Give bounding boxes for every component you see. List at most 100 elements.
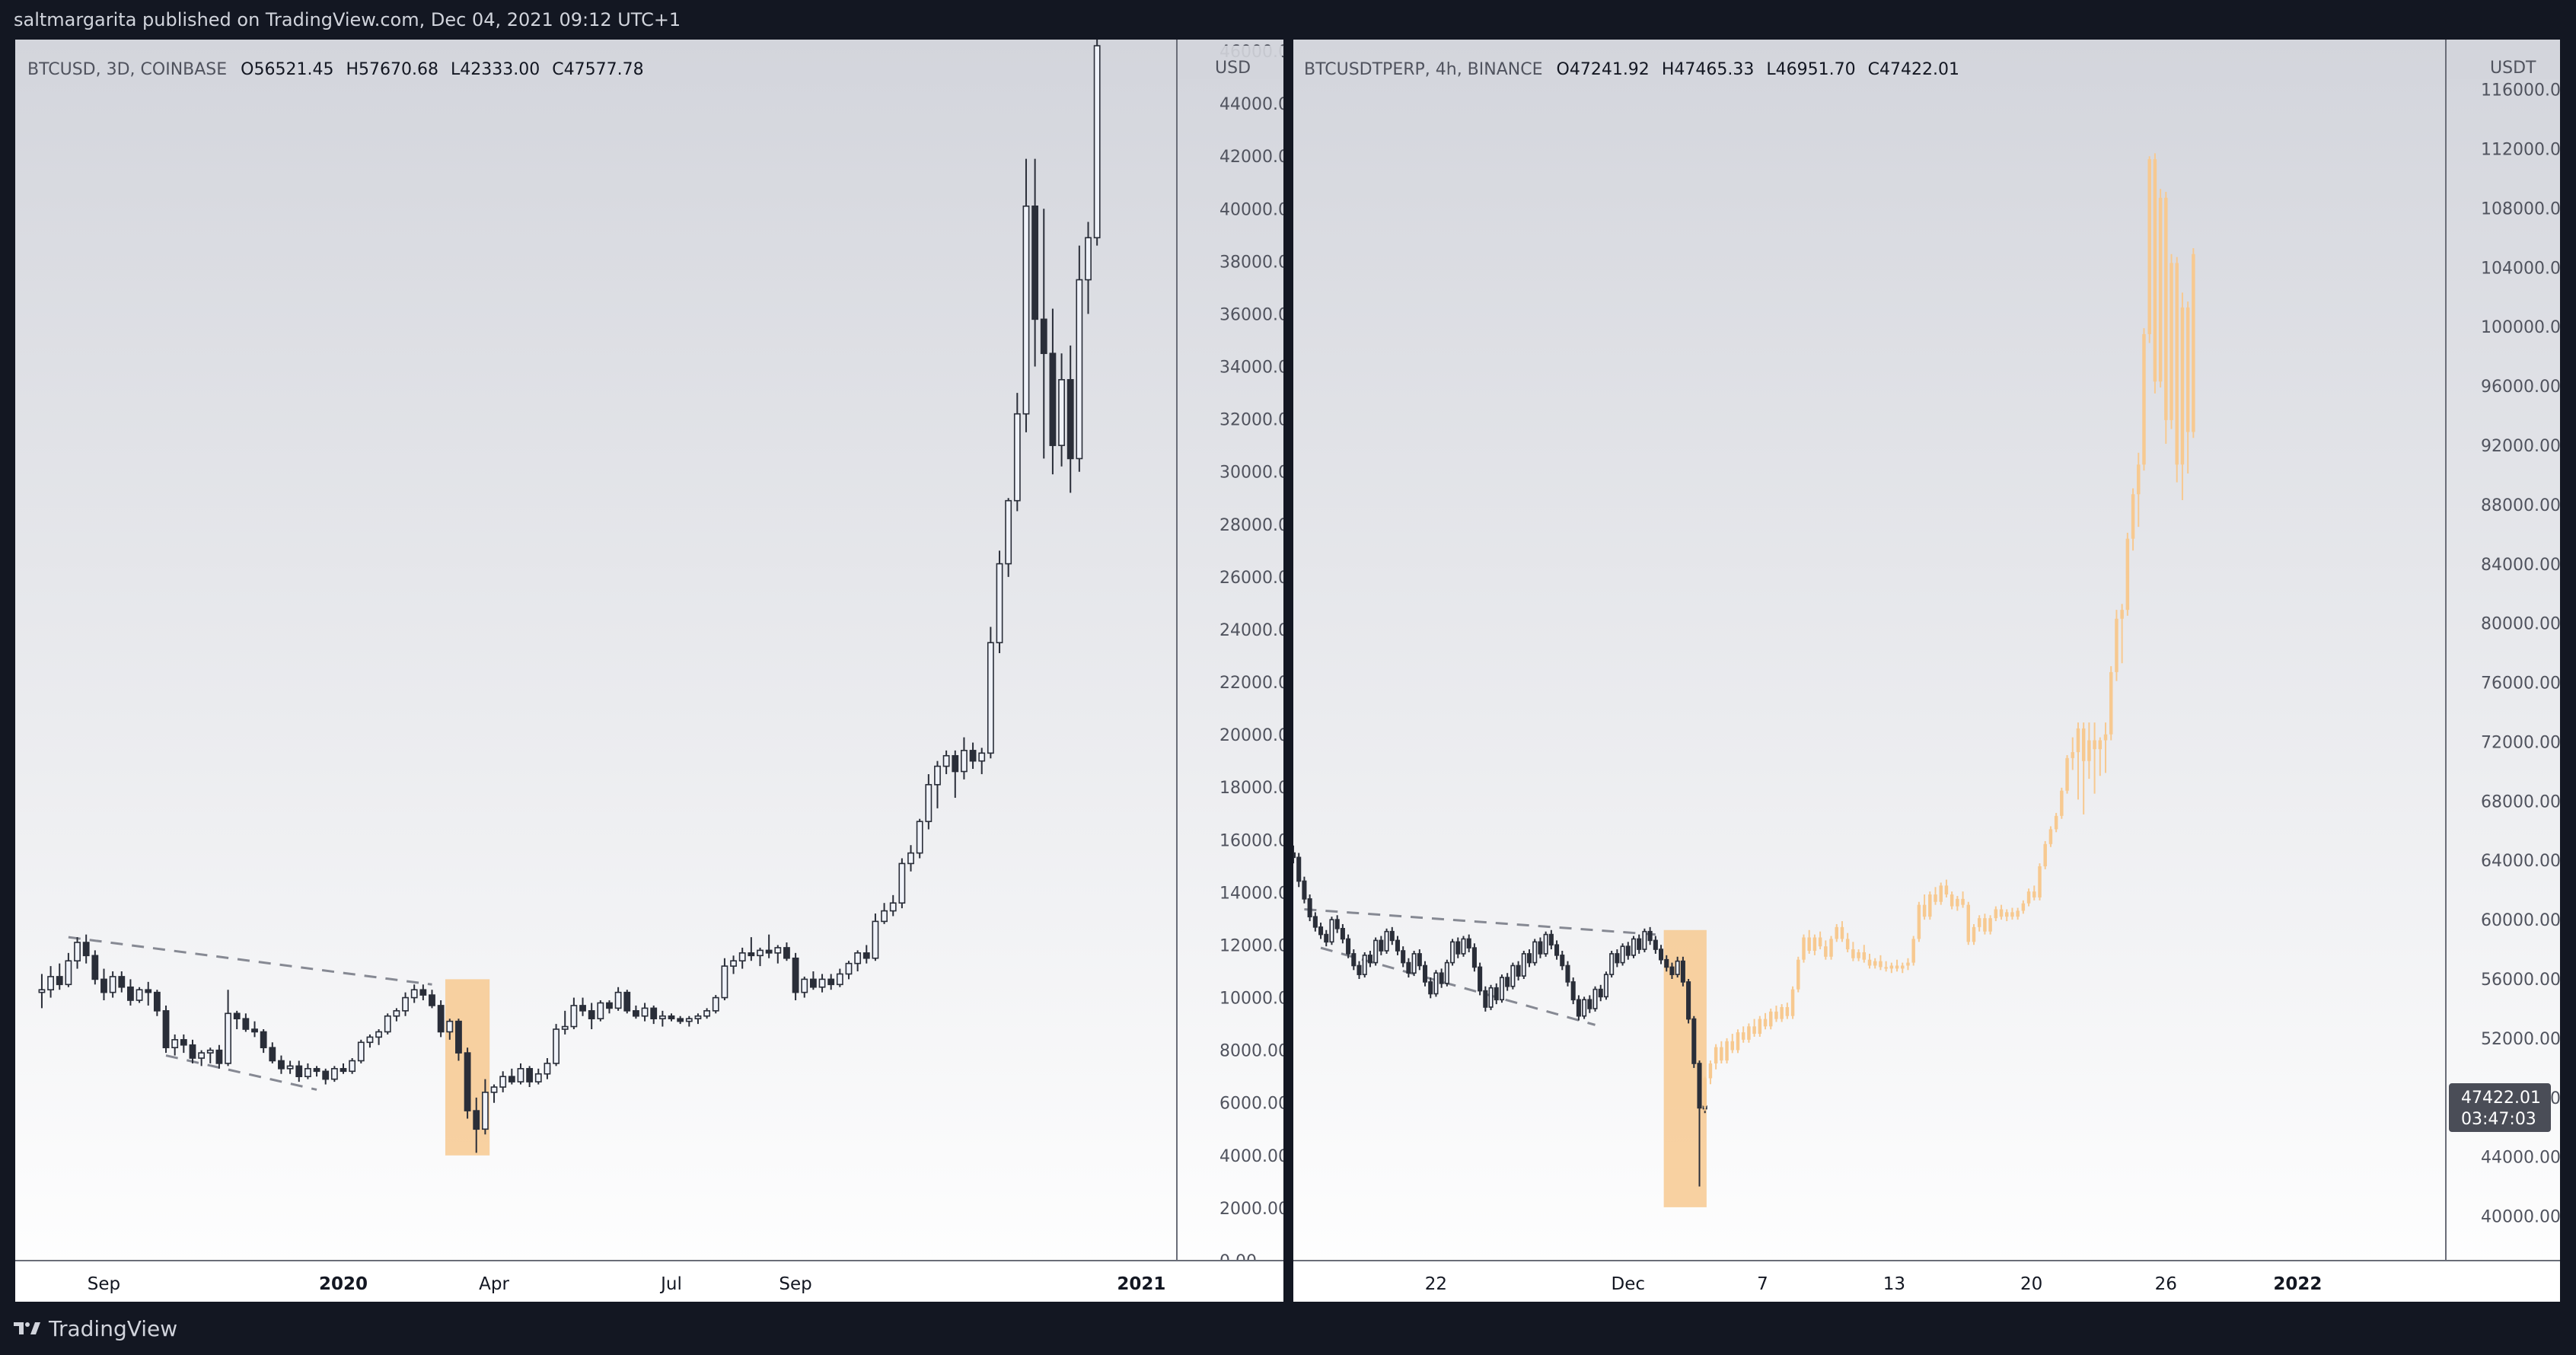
btcusd-chart[interactable]: 46000.0044000.0042000.0040000.0038000.00…: [15, 40, 1283, 1302]
price-tick-label: 76000.00: [2481, 674, 2560, 693]
projection-candle: [1867, 953, 1872, 969]
projection-candle: [1889, 962, 1894, 974]
projection-candle: [2043, 840, 2047, 869]
candle-body: [748, 952, 755, 957]
time-tick-label: Sep: [88, 1274, 120, 1294]
projection-candle: [1983, 913, 1987, 935]
price-tick-label: 2000.00: [1219, 1200, 1283, 1219]
candle-body: [2131, 494, 2135, 539]
projection-candle: [2120, 604, 2124, 664]
price-tick-label: 28000.00: [1219, 516, 1283, 535]
candle-body: [2032, 891, 2036, 897]
candle-body: [1944, 885, 1949, 895]
projection-candle: [1934, 887, 1937, 905]
candle: [1642, 928, 1647, 952]
time-tick-label: 2020: [319, 1274, 368, 1294]
candle: [614, 987, 622, 1011]
candle: [1379, 936, 1384, 955]
candle-body: [410, 989, 418, 999]
projection-candle: [1763, 1012, 1768, 1030]
price-tick-label: 112000.00: [2481, 141, 2560, 160]
candle: [1620, 943, 1625, 966]
candle-body: [38, 989, 46, 993]
candle-body: [818, 978, 826, 988]
candle: [1603, 971, 1608, 1000]
candle: [1373, 937, 1379, 966]
candle-body: [1653, 939, 1658, 950]
candle: [242, 1013, 250, 1032]
candle: [845, 961, 853, 980]
candle: [588, 1003, 595, 1030]
candle-body: [1714, 1047, 1718, 1064]
candle-body: [1988, 918, 1992, 932]
projection-candle: [1988, 915, 1992, 935]
candle-body: [1565, 964, 1570, 983]
candle: [1013, 393, 1021, 512]
candle: [384, 1013, 391, 1035]
candle-body: [1379, 939, 1384, 952]
candle-body: [1049, 352, 1057, 446]
candle-body: [1570, 981, 1576, 1001]
candle-body: [1768, 1011, 1773, 1027]
candle-body: [1307, 898, 1312, 918]
btcusdtperp-chart[interactable]: 116000.00 112000.00 108000.00 104000.00 1000…: [1293, 40, 2560, 1302]
candle-body: [1444, 961, 1449, 984]
candle-body: [1625, 945, 1631, 956]
candle: [1022, 158, 1030, 432]
price-tick-label: 22000.00: [1219, 674, 1283, 693]
price-tick-label: 38000.00: [1219, 253, 1283, 272]
chart-panel-right[interactable]: 116000.00 112000.00 108000.00 104000.00 1000…: [1293, 40, 2560, 1302]
candle-body: [260, 1031, 267, 1048]
candle-body: [91, 955, 99, 980]
projection-candle: [1906, 958, 1910, 971]
upper-trend-line: [1304, 907, 1656, 936]
candle-body: [1340, 928, 1345, 940]
candle-body: [1505, 977, 1510, 987]
projection-candle: [2153, 153, 2157, 394]
candle: [1510, 962, 1516, 990]
projection-candle: [2125, 532, 2130, 616]
candle-body: [1758, 1019, 1762, 1035]
candle-body: [1521, 953, 1526, 977]
candle: [1417, 949, 1422, 971]
candle-body: [1977, 918, 1981, 927]
tradingview-logo[interactable]: TradingView: [14, 1314, 177, 1343]
price-tick-label: 88000.00: [2481, 496, 2560, 515]
projection-candle: [1824, 940, 1828, 960]
candle-body: [606, 1002, 613, 1009]
price-tick-label: 60000.00: [2481, 911, 2560, 930]
candle-body: [464, 1052, 471, 1111]
projection-candle: [2016, 907, 2020, 920]
chart-panel-left[interactable]: 46000.0044000.0042000.0040000.0038000.00…: [15, 40, 1283, 1302]
candle-body: [836, 973, 843, 986]
candle-body: [1647, 930, 1653, 942]
candle: [1538, 937, 1543, 958]
projection-candle: [1818, 931, 1822, 950]
candle: [534, 1068, 542, 1085]
candle: [685, 1015, 693, 1027]
candle-body: [1582, 999, 1587, 1017]
candle-body: [570, 1005, 578, 1028]
candle-body: [1548, 933, 1554, 946]
candle: [473, 1097, 480, 1153]
price-tick-label: 68000.00: [2481, 792, 2560, 811]
candle: [1637, 934, 1642, 954]
candle-body: [2164, 197, 2168, 420]
candle: [925, 773, 933, 830]
candle: [508, 1068, 515, 1085]
projection-candle: [1862, 945, 1867, 963]
candle-body: [65, 960, 72, 986]
candle-body: [2087, 740, 2091, 761]
candle: [579, 997, 586, 1016]
price-tick-label: 10000.00: [1219, 990, 1283, 1009]
price-tick-label: 36000.00: [1219, 305, 1283, 324]
candle-body: [1357, 964, 1362, 975]
candle-body: [1005, 499, 1012, 565]
candle-body: [1840, 926, 1844, 939]
candle-body: [499, 1076, 507, 1088]
ohlc-value-o: 56521.45: [253, 60, 333, 79]
price-tick-label: 44000.00: [2481, 1149, 2560, 1168]
candle-body: [145, 989, 152, 993]
ohlc-key-o: O: [241, 60, 253, 79]
candle-body: [1560, 955, 1565, 967]
